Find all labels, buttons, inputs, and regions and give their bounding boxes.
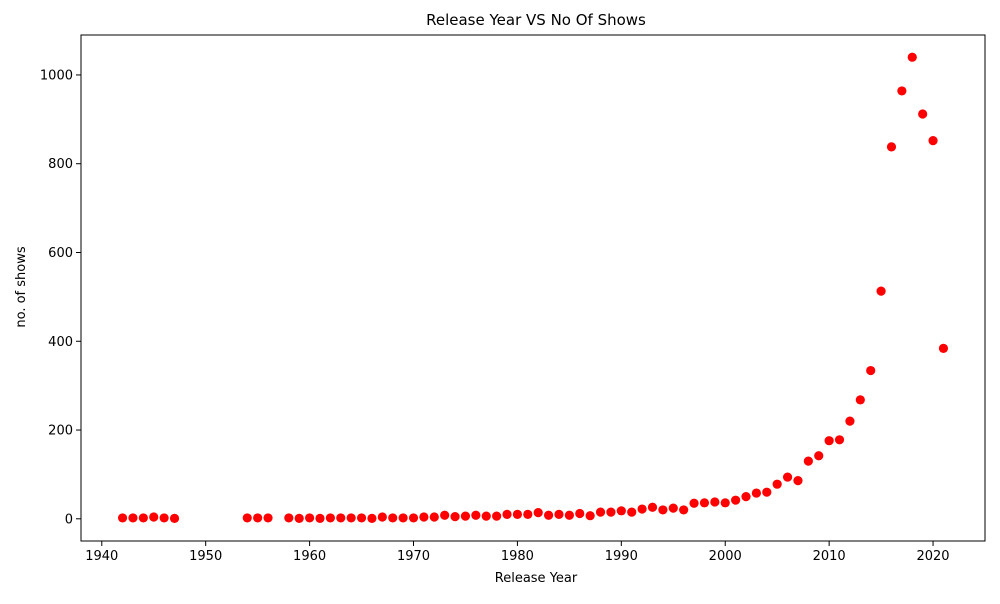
data-point xyxy=(138,513,148,523)
data-point xyxy=(824,436,834,446)
data-point xyxy=(169,513,180,523)
data-point xyxy=(471,510,481,520)
data-point xyxy=(762,487,772,497)
data-point xyxy=(938,343,949,353)
data-point xyxy=(658,505,668,515)
data-point xyxy=(429,512,439,522)
data-point xyxy=(772,479,782,489)
x-tick-label: 1950 xyxy=(189,549,222,564)
data-point xyxy=(803,456,813,466)
x-tick-label: 1990 xyxy=(605,549,638,564)
data-point xyxy=(710,497,720,507)
data-point xyxy=(679,505,689,515)
data-point xyxy=(388,513,398,523)
data-point xyxy=(699,498,710,508)
data-point xyxy=(502,509,512,519)
data-point xyxy=(564,510,574,520)
data-point xyxy=(689,498,699,508)
data-point xyxy=(419,512,429,522)
data-point xyxy=(845,416,855,426)
data-point xyxy=(595,507,606,517)
data-point xyxy=(304,513,315,523)
data-point xyxy=(408,513,419,523)
data-point xyxy=(492,511,502,521)
x-tick-label: 1960 xyxy=(293,549,326,564)
data-point xyxy=(128,513,138,523)
data-point xyxy=(928,136,938,146)
data-point xyxy=(751,488,762,498)
data-point xyxy=(346,513,356,523)
data-point xyxy=(647,502,658,512)
data-point xyxy=(325,513,335,523)
x-tick-label: 1980 xyxy=(501,549,534,564)
data-point xyxy=(606,507,616,517)
data-point xyxy=(834,435,845,445)
y-tick-label: 200 xyxy=(48,424,73,439)
data-point xyxy=(866,365,876,376)
data-point xyxy=(627,507,637,517)
data-point xyxy=(907,52,917,62)
data-point xyxy=(741,492,751,502)
data-point xyxy=(263,513,273,523)
data-point xyxy=(242,513,252,523)
y-tick-label: 400 xyxy=(48,335,73,350)
data-point xyxy=(512,509,523,519)
y-tick-label: 0 xyxy=(65,512,73,527)
data-point xyxy=(637,504,647,514)
data-point xyxy=(460,511,471,521)
data-point xyxy=(886,142,897,152)
data-point xyxy=(720,498,730,508)
data-point xyxy=(575,508,585,519)
data-point xyxy=(855,395,865,405)
data-point xyxy=(731,495,741,505)
x-tick-label: 2000 xyxy=(709,549,742,564)
data-point xyxy=(356,513,367,523)
data-point xyxy=(284,513,294,523)
x-tick-label: 2020 xyxy=(916,549,949,564)
data-point xyxy=(398,513,408,523)
plot-area: 1940 1950 1960 1970 1980 1990 2000 2010 2020 0 200… xyxy=(40,34,986,564)
data-point xyxy=(918,109,928,119)
data-point xyxy=(117,513,128,523)
data-point xyxy=(876,286,886,296)
y-tick-label: 800 xyxy=(48,157,73,172)
data-point xyxy=(315,513,325,523)
chart-title: Release Year VS No Of Shows xyxy=(426,11,646,29)
x-axis-label: Release Year xyxy=(495,571,578,586)
data-point xyxy=(814,451,824,461)
x-tick-label: 1940 xyxy=(85,549,118,564)
data-point xyxy=(668,503,678,513)
data-point xyxy=(367,513,377,523)
data-point xyxy=(253,513,263,523)
x-tick-label: 2010 xyxy=(813,549,846,564)
data-point xyxy=(523,509,533,519)
data-point xyxy=(782,472,793,482)
data-point xyxy=(377,512,387,522)
data-point xyxy=(793,476,803,486)
data-point xyxy=(481,511,491,521)
axes-frame xyxy=(80,34,986,542)
data-point xyxy=(554,509,564,519)
data-point xyxy=(294,513,304,523)
x-tick-label: 1970 xyxy=(397,549,430,564)
data-point xyxy=(897,86,907,96)
y-axis-label: no. of shows xyxy=(14,246,29,327)
data-point xyxy=(149,512,159,522)
data-point xyxy=(533,507,543,518)
data-point xyxy=(543,510,554,520)
y-tick-label: 1000 xyxy=(40,68,73,83)
data-point xyxy=(159,513,169,523)
y-tick-label: 600 xyxy=(48,246,73,261)
data-point xyxy=(440,510,450,520)
data-point xyxy=(616,506,626,516)
data-point xyxy=(336,513,346,523)
data-point xyxy=(585,511,595,521)
data-point xyxy=(450,511,460,522)
